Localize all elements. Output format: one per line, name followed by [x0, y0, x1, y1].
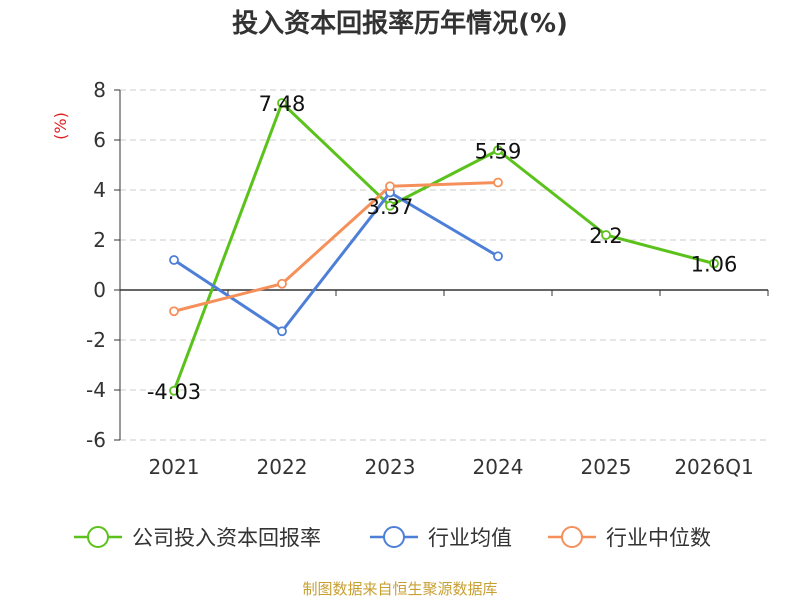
series-line-3 [173, 181, 499, 313]
y-tick-label: 0 [93, 278, 106, 302]
legend-item-3[interactable]: 行业中位数 [548, 526, 711, 550]
data-point[interactable] [385, 181, 395, 192]
data-point[interactable] [493, 177, 503, 188]
data-label: 5.59 [475, 139, 522, 163]
data-point[interactable] [169, 306, 179, 317]
data-label: 1.06 [691, 253, 738, 277]
y-tick-label: 8 [93, 78, 106, 102]
data-point[interactable] [385, 200, 395, 211]
data-label: -4.03 [147, 380, 201, 404]
x-tick-label: 2025 [581, 455, 632, 479]
data-labels: -4.03 7.48 3.37 5.59 2.2 1.06 [147, 92, 738, 404]
legend-marker [383, 526, 405, 548]
data-label: 3.37 [367, 195, 414, 219]
data-label: 2.2 [589, 224, 622, 248]
y-tick-label: -4 [86, 378, 106, 402]
data-point[interactable] [169, 385, 179, 396]
axes: 8 6 4 2 0 -2 -4 -6 2021 2022 2023 2024 2025 2026Q1 (%) [51, 78, 769, 479]
y-axis-label: (%) [51, 112, 70, 140]
legend-label: 行业均值 [428, 526, 512, 550]
x-tick-label: 2022 [257, 455, 308, 479]
data-label: 7.48 [259, 92, 306, 116]
x-tick-label: 2023 [365, 455, 416, 479]
data-point[interactable] [709, 258, 719, 269]
chart-title: 投入资本回报率历年情况(%) [232, 9, 568, 39]
legend-item-1[interactable]: 公司投入资本回报率 [74, 526, 321, 550]
data-point[interactable] [601, 230, 611, 240]
series-line-1 [172, 101, 715, 392]
y-tick-label: -6 [86, 428, 106, 452]
series-line-2 [173, 191, 499, 333]
x-tick-label: 2026Q1 [674, 455, 753, 479]
y-tick-label: 2 [93, 228, 106, 252]
data-point[interactable] [493, 251, 503, 262]
y-tick-label: 6 [93, 128, 106, 152]
series-lines [169, 98, 719, 396]
grid-lines [120, 89, 768, 441]
data-point[interactable] [169, 255, 179, 265]
y-tick-label: 4 [93, 178, 106, 202]
data-point[interactable] [277, 326, 287, 337]
data-point[interactable] [493, 145, 503, 156]
legend-label: 公司投入资本回报率 [132, 526, 321, 550]
data-point[interactable] [277, 278, 287, 289]
source-note: 制图数据来自恒生聚源数据库 [302, 580, 498, 598]
x-tick-label: 2024 [473, 455, 524, 479]
legend-marker [561, 526, 583, 548]
x-tick-label: 2021 [149, 455, 200, 479]
legend-label: 行业中位数 [606, 526, 711, 550]
legend-item-2[interactable]: 行业均值 [370, 526, 512, 550]
legend-marker [87, 526, 109, 548]
data-point[interactable] [277, 98, 287, 108]
y-tick-label: -2 [86, 328, 106, 352]
legend[interactable]: 公司投入资本回报率 行业均值 行业中位数 [74, 526, 711, 550]
